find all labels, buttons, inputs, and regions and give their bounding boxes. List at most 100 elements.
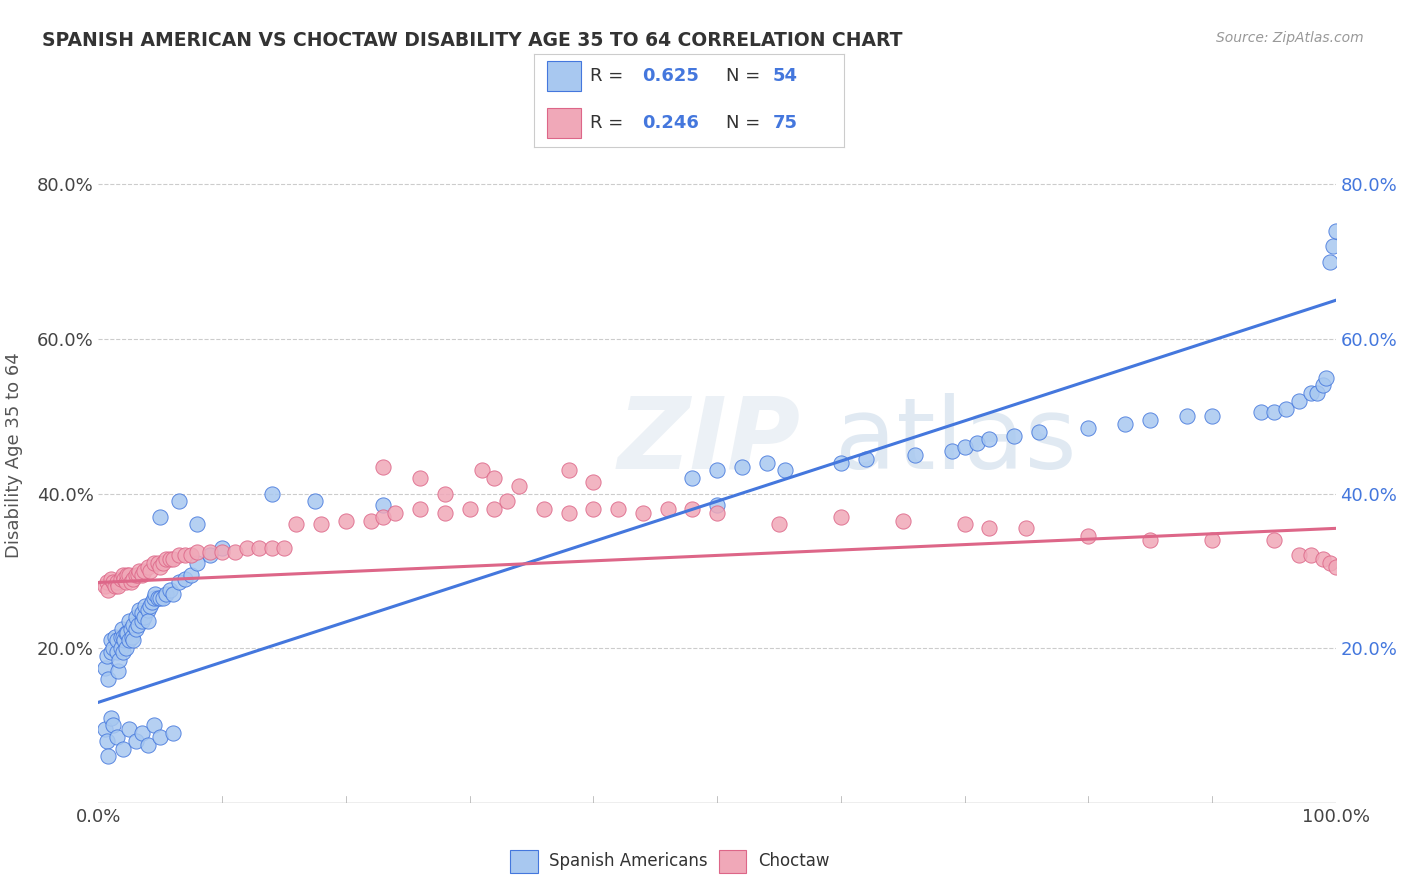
Text: N =: N =	[725, 114, 766, 132]
Point	[114, 575, 136, 590]
Point	[115, 567, 138, 582]
Point	[162, 726, 184, 740]
Point	[1077, 529, 1099, 543]
Point	[120, 575, 142, 590]
Point	[198, 549, 221, 563]
Point	[107, 579, 129, 593]
Point	[149, 591, 172, 605]
Point	[706, 506, 728, 520]
Point	[891, 514, 914, 528]
Point	[143, 718, 166, 732]
Point	[115, 625, 138, 640]
Text: R =: R =	[591, 67, 628, 85]
Point	[966, 436, 988, 450]
Point	[162, 552, 184, 566]
Point	[127, 618, 149, 632]
Point	[114, 641, 136, 656]
Point	[211, 544, 233, 558]
Point	[124, 610, 146, 624]
Point	[100, 572, 122, 586]
Point	[1319, 556, 1341, 570]
Point	[657, 502, 679, 516]
Point	[159, 552, 181, 566]
Point	[953, 440, 976, 454]
Point	[149, 560, 172, 574]
Point	[1275, 401, 1298, 416]
Point	[706, 463, 728, 477]
Point	[93, 660, 115, 674]
Point	[134, 564, 156, 578]
Point	[409, 502, 432, 516]
Point	[127, 567, 149, 582]
Point	[508, 479, 530, 493]
Point	[96, 734, 118, 748]
Point	[180, 549, 202, 563]
Point	[167, 549, 190, 563]
Point	[100, 633, 122, 648]
Point	[1322, 239, 1344, 253]
Point	[134, 599, 156, 613]
Point	[495, 494, 517, 508]
Point	[152, 591, 174, 605]
Point	[143, 591, 166, 605]
Point	[706, 498, 728, 512]
Point	[1015, 521, 1038, 535]
Point	[1175, 409, 1198, 424]
Point	[371, 498, 394, 512]
Point	[484, 502, 506, 516]
Point	[100, 645, 122, 659]
Point	[773, 463, 796, 477]
Point	[1288, 393, 1310, 408]
Point	[768, 517, 790, 532]
Point	[979, 521, 1001, 535]
Point	[96, 575, 118, 590]
Point	[93, 723, 115, 737]
Point	[904, 448, 927, 462]
Point	[114, 625, 136, 640]
FancyBboxPatch shape	[547, 108, 581, 138]
Point	[1312, 378, 1334, 392]
Point	[103, 718, 125, 732]
Point	[433, 486, 456, 500]
Y-axis label: Disability Age 35 to 64: Disability Age 35 to 64	[4, 352, 22, 558]
Point	[607, 502, 630, 516]
Point	[118, 614, 141, 628]
Point	[112, 741, 135, 756]
Point	[124, 622, 146, 636]
Point	[167, 494, 190, 508]
Point	[103, 630, 125, 644]
Point	[124, 567, 146, 582]
Point	[134, 610, 156, 624]
Point	[731, 459, 754, 474]
Point	[112, 567, 135, 582]
Point	[111, 622, 134, 636]
Point	[484, 471, 506, 485]
Point	[273, 541, 295, 555]
Point	[155, 587, 177, 601]
Point	[1114, 417, 1136, 431]
Point	[186, 544, 208, 558]
Point	[122, 572, 145, 586]
Point	[118, 567, 141, 582]
Point	[260, 486, 283, 500]
Point	[557, 463, 579, 477]
Point	[1312, 552, 1334, 566]
Point	[1201, 409, 1223, 424]
Point	[112, 645, 135, 659]
Point	[143, 556, 166, 570]
Point	[110, 630, 132, 644]
Point	[1028, 425, 1050, 439]
Point	[162, 587, 184, 601]
Point	[371, 459, 394, 474]
Point	[97, 672, 120, 686]
Point	[105, 645, 128, 659]
Point	[631, 506, 654, 520]
Point	[1263, 405, 1285, 419]
Point	[224, 544, 246, 558]
Point	[1201, 533, 1223, 547]
Point	[409, 471, 432, 485]
Point	[131, 614, 153, 628]
Point	[1299, 386, 1322, 401]
Point	[131, 607, 153, 621]
Point	[1263, 533, 1285, 547]
